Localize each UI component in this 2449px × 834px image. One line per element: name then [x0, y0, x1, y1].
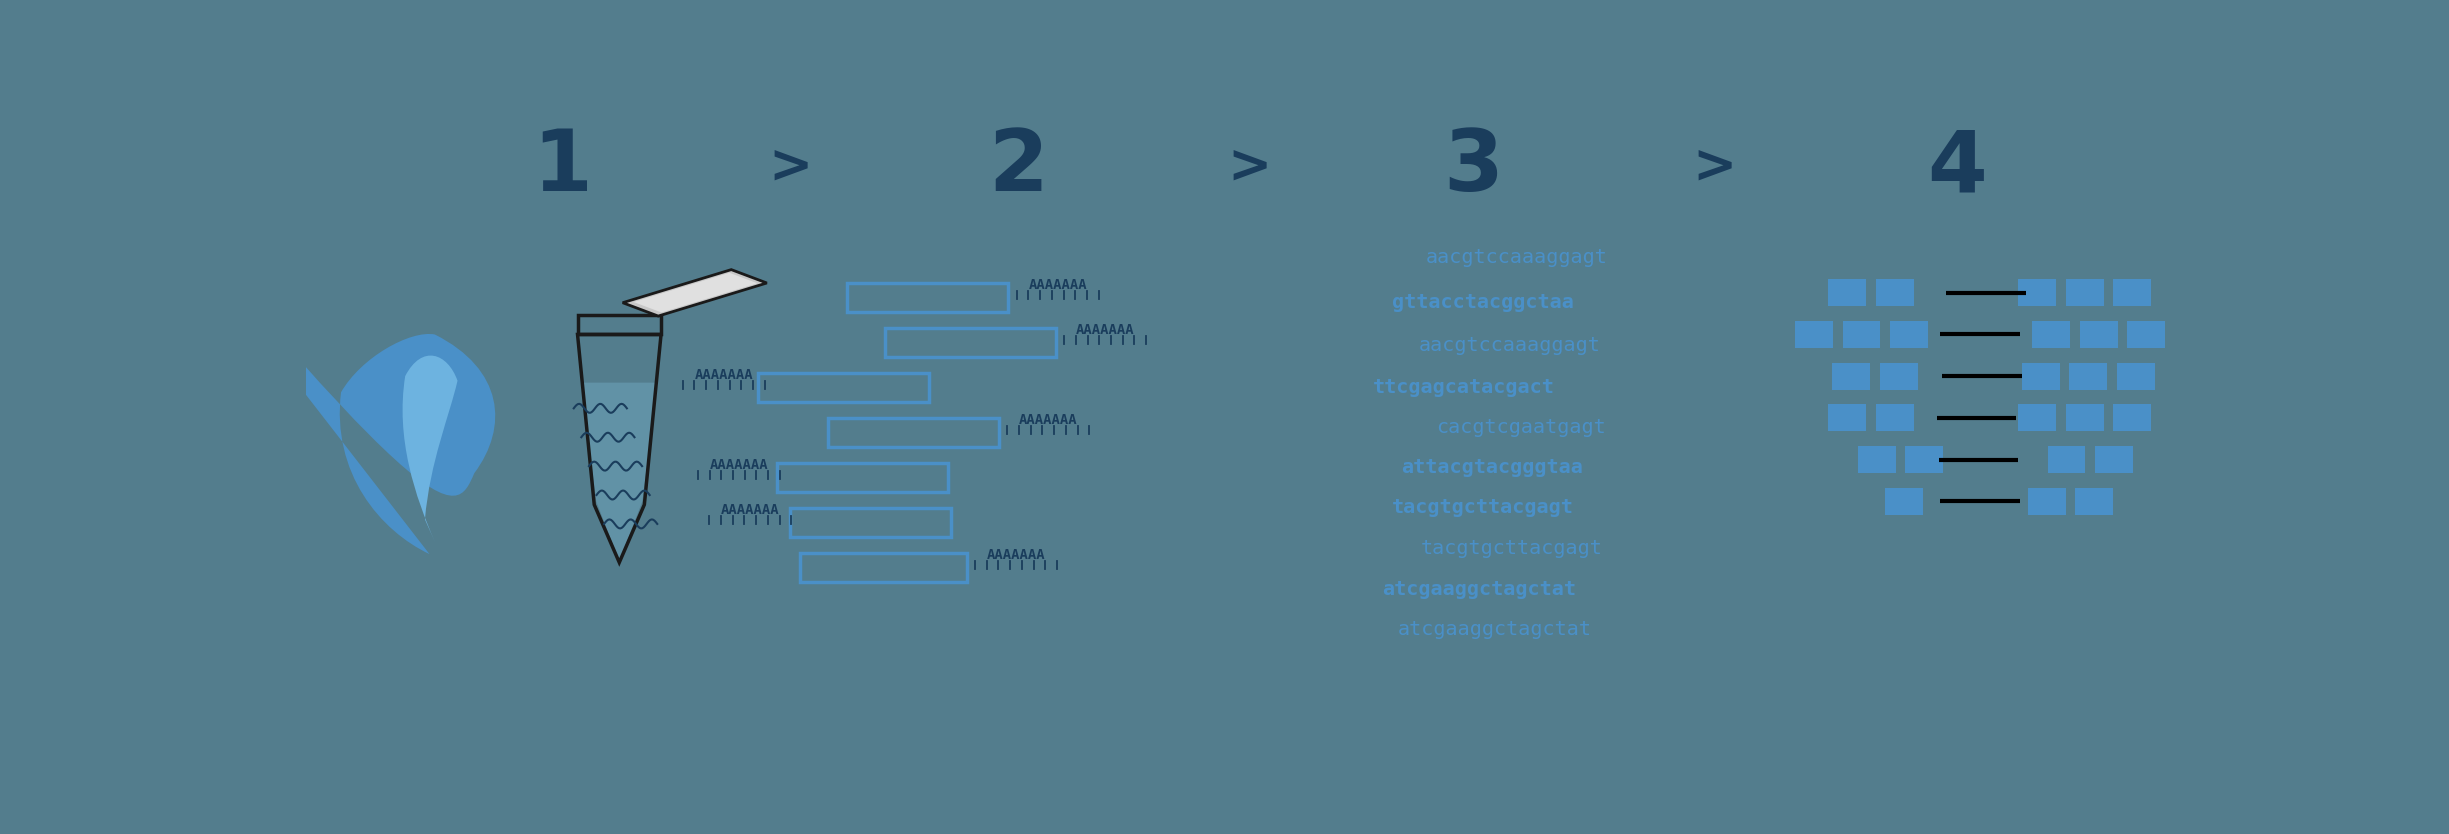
FancyBboxPatch shape [1795, 321, 1832, 348]
FancyBboxPatch shape [2113, 404, 2150, 431]
Text: attacgtacgggtaa: attacgtacgggtaa [1401, 458, 1585, 477]
Text: 1: 1 [531, 126, 593, 209]
Text: 2: 2 [987, 126, 1048, 209]
FancyBboxPatch shape [1876, 279, 1913, 306]
FancyBboxPatch shape [1829, 404, 1866, 431]
FancyBboxPatch shape [1832, 363, 1871, 389]
FancyBboxPatch shape [2018, 279, 2057, 306]
FancyBboxPatch shape [2069, 363, 2106, 389]
FancyBboxPatch shape [2116, 363, 2155, 389]
Text: AAAAAAA: AAAAAAA [1075, 323, 1134, 337]
FancyBboxPatch shape [2128, 321, 2165, 348]
FancyBboxPatch shape [2028, 488, 2065, 515]
Text: gttacctacggctaa: gttacctacggctaa [1391, 293, 1575, 312]
FancyBboxPatch shape [2113, 279, 2150, 306]
FancyBboxPatch shape [1886, 488, 1922, 515]
Text: cacgtcgaatgagt: cacgtcgaatgagt [1435, 418, 1607, 437]
FancyBboxPatch shape [2094, 446, 2133, 473]
Text: AAAAAAA: AAAAAAA [1019, 413, 1078, 427]
Text: AAAAAAA: AAAAAAA [710, 458, 769, 472]
FancyBboxPatch shape [2023, 363, 2060, 389]
Polygon shape [634, 273, 757, 313]
Text: 3: 3 [1442, 126, 1504, 209]
FancyBboxPatch shape [791, 508, 950, 537]
FancyBboxPatch shape [1878, 363, 1918, 389]
FancyBboxPatch shape [2033, 321, 2069, 348]
Text: tacgtgcttacgagt: tacgtgcttacgagt [1391, 499, 1575, 517]
Text: AAAAAAA: AAAAAAA [720, 503, 779, 517]
Text: tacgtgcttacgagt: tacgtgcttacgagt [1420, 539, 1602, 558]
FancyBboxPatch shape [884, 328, 1056, 357]
FancyBboxPatch shape [1859, 446, 1896, 473]
Text: atcgaaggctagctat: atcgaaggctagctat [1398, 620, 1592, 640]
FancyBboxPatch shape [2065, 404, 2104, 431]
FancyBboxPatch shape [2065, 279, 2104, 306]
FancyBboxPatch shape [776, 463, 948, 492]
Text: ttcgagcatacgact: ttcgagcatacgact [1374, 379, 1555, 397]
FancyBboxPatch shape [847, 283, 1009, 312]
Polygon shape [622, 269, 767, 316]
Text: aacgtccaaaggagt: aacgtccaaaggagt [1418, 336, 1599, 355]
FancyBboxPatch shape [1891, 321, 1927, 348]
Text: aacgtccaaaggagt: aacgtccaaaggagt [1425, 248, 1609, 267]
FancyBboxPatch shape [2079, 321, 2118, 348]
PathPatch shape [340, 334, 495, 554]
FancyBboxPatch shape [1905, 446, 1942, 473]
Text: >: > [1227, 142, 1271, 193]
Text: 4: 4 [1927, 126, 1986, 209]
Text: AAAAAAA: AAAAAAA [696, 368, 752, 382]
FancyBboxPatch shape [1829, 279, 1866, 306]
PathPatch shape [402, 355, 458, 543]
Text: atcgaaggctagctat: atcgaaggctagctat [1381, 580, 1577, 599]
FancyBboxPatch shape [828, 418, 999, 447]
Text: >: > [769, 142, 813, 193]
Polygon shape [580, 383, 659, 561]
FancyBboxPatch shape [2074, 488, 2113, 515]
FancyBboxPatch shape [2047, 446, 2087, 473]
FancyBboxPatch shape [1876, 404, 1913, 431]
Text: AAAAAAA: AAAAAAA [987, 548, 1046, 562]
FancyBboxPatch shape [801, 553, 967, 582]
FancyBboxPatch shape [2018, 404, 2057, 431]
Text: AAAAAAA: AAAAAAA [1029, 278, 1087, 292]
Text: >: > [1692, 142, 1736, 193]
FancyBboxPatch shape [1842, 321, 1881, 348]
FancyBboxPatch shape [757, 373, 928, 402]
